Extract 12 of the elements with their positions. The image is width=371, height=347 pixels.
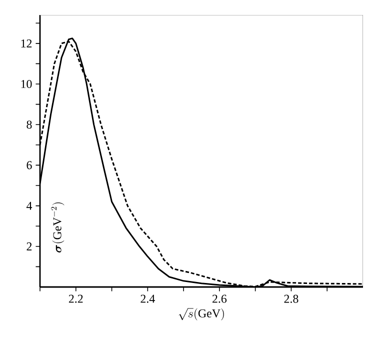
y-tick-label: 10: [21, 80, 32, 88]
y-tick-label: 8: [26, 120, 32, 129]
y-tick-label: 2: [26, 242, 32, 250]
x-tick-label: 2.4: [140, 294, 155, 303]
y-tick-label: 12: [21, 39, 32, 48]
y-tick-label: 4: [26, 202, 32, 210]
x-tick-label: 2.8: [284, 294, 298, 303]
x-axis-title: $\sqrt{s}(\mathrm{GeV})$: [178, 308, 224, 320]
x-tick-label: 2.2: [68, 294, 83, 303]
x-tick-label: 2.6: [212, 294, 227, 303]
y-tick-label: 6: [26, 161, 32, 170]
y-axis-title: $\boldsymbol{\sigma}(\mathrm{GeV}^{-2})$: [51, 202, 64, 252]
